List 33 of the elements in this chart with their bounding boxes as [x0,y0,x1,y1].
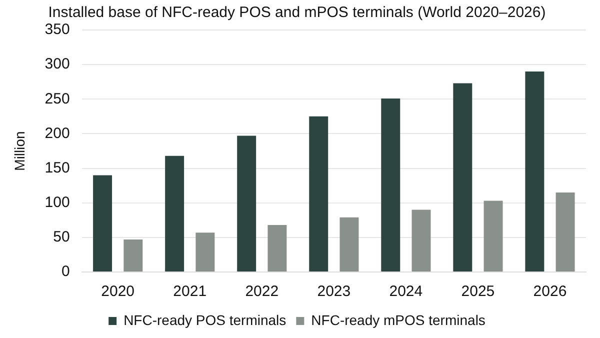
bar [340,217,359,272]
bar [484,200,503,272]
legend-label: NFC-ready POS terminals [124,312,286,328]
bar [412,210,431,272]
bar [453,83,472,272]
bar [196,232,215,272]
y-tick-label: 150 [44,159,70,176]
y-axis-title: Million [11,131,28,171]
bar [93,175,112,272]
bar [381,98,400,272]
y-tick-label: 350 [44,21,70,38]
bar [268,224,287,272]
x-tick-label: 2021 [173,283,207,300]
chart-title: Installed base of NFC-ready POS and mPOS terminals (World 2020–2026) [48,4,546,22]
x-tick-label: 2022 [245,283,279,300]
x-tick-label: 2026 [533,283,567,300]
y-tick-label: 200 [44,124,70,142]
bar [124,240,143,272]
bar [525,71,544,272]
x-tick-label: 2025 [461,283,495,300]
bar [556,192,575,272]
x-tick-label: 2024 [389,283,423,300]
x-tick-label: 2020 [101,283,135,300]
bar [237,136,256,272]
y-tick-label: 100 [44,194,70,211]
y-tick-label: 300 [44,56,70,73]
y-tick-label: 50 [53,228,70,246]
bar [165,156,184,272]
y-tick-label: 250 [44,90,70,108]
legend-label: NFC-ready mPOS terminals [311,312,486,328]
bar [309,116,328,272]
x-tick-label: 2023 [317,283,351,300]
y-tick-label: 0 [61,263,70,280]
